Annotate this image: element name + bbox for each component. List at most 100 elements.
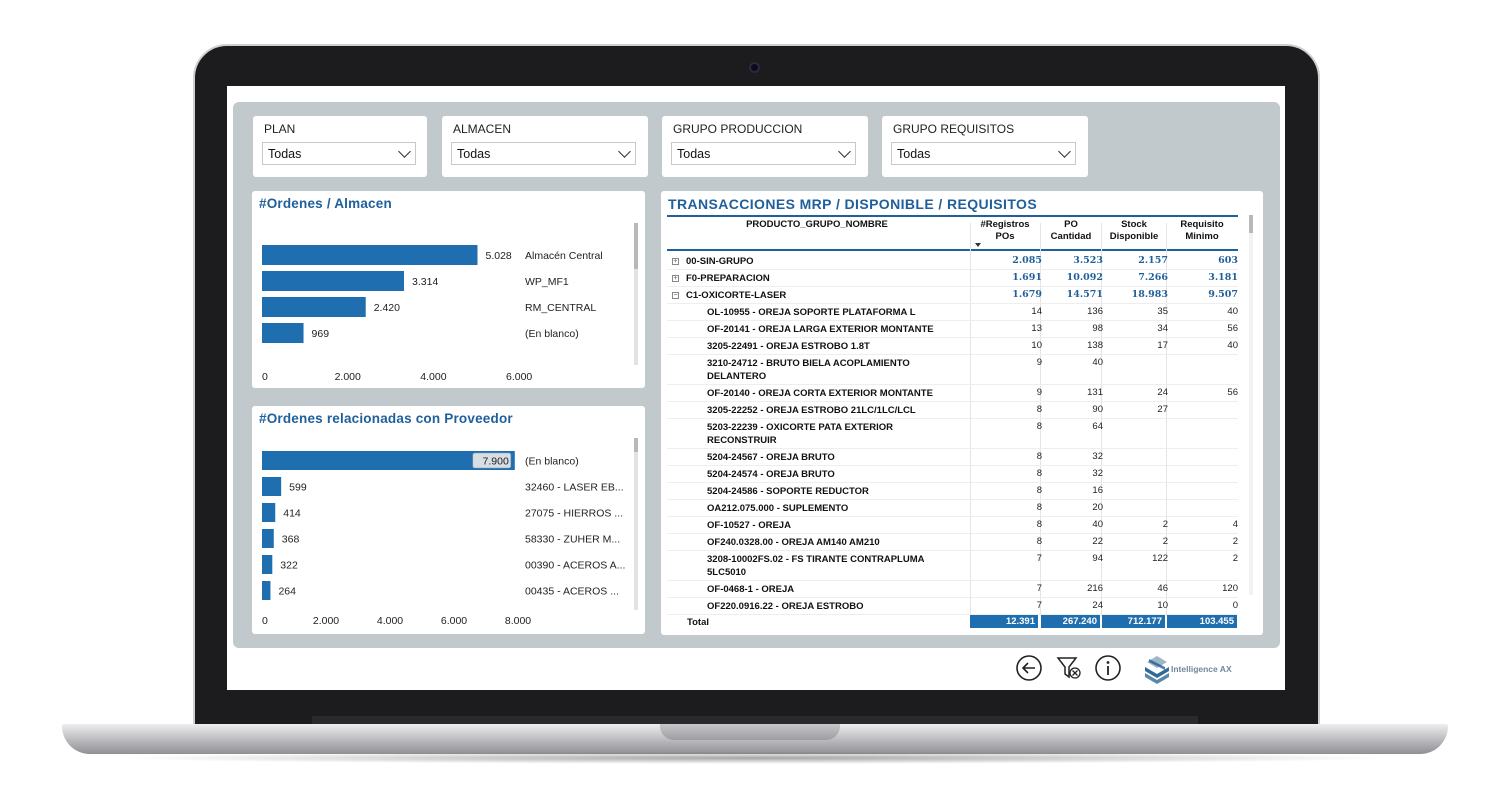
bar[interactable] (262, 451, 515, 470)
table-row[interactable]: 5204-24567 - OREJA BRUTO 8 32 (667, 449, 1238, 466)
scroll-thumb[interactable] (634, 223, 638, 269)
cell-value: 8 (1036, 451, 1042, 462)
table-row[interactable]: 5204-24574 - OREJA BRUTO 8 32 (667, 466, 1238, 483)
cell-value: 1.691 (1012, 272, 1042, 283)
info-circle-icon[interactable] (1094, 654, 1122, 682)
cell-value: 32 (1092, 468, 1103, 479)
slicer-almacen: ALMACEN Todas (442, 116, 648, 177)
row-name: 3210-24712 - BRUTO BIELA ACOPLAMIENTO DE… (707, 358, 910, 382)
cell-value: 16 (1092, 485, 1103, 496)
table-scrollbar[interactable] (1249, 215, 1253, 595)
bar[interactable] (262, 323, 304, 343)
header-label: Minimo (1185, 231, 1219, 242)
scroll-thumb[interactable] (634, 438, 638, 452)
filter-clear-icon[interactable] (1055, 654, 1083, 682)
dropdown-value: Todas (897, 147, 931, 161)
cell-value: 2.157 (1138, 255, 1168, 266)
table-row[interactable]: 3205-22252 - OREJA ESTROBO 21LC/1LC/LCL 8… (667, 402, 1238, 419)
cell-value: 7 (1036, 553, 1042, 564)
slicer-title: GRUPO REQUISITOS (893, 122, 1015, 136)
group-row[interactable]: − C1-OXICORTE-LASER 1.679 14.571 18.983 9.507 (667, 287, 1238, 304)
row-name: OF-20140 - OREJA CORTA EXTERIOR MONTANTE (707, 388, 933, 399)
table-row[interactable]: OF-20140 - OREJA CORTA EXTERIOR MONTANTE… (667, 385, 1238, 402)
cell-value: 40 (1092, 357, 1103, 368)
almacen-dropdown[interactable]: Todas (451, 142, 636, 165)
bar[interactable] (262, 503, 276, 522)
row-name: F0-PREPARACION (686, 273, 770, 284)
row-name: OF220.0916.22 - OREJA ESTROBO (707, 601, 864, 612)
slicer-grupo-produccion: GRUPO PRODUCCION Todas (662, 116, 868, 177)
bar[interactable] (262, 555, 273, 574)
cell-value: 1.679 (1012, 289, 1042, 300)
table-row[interactable]: OF240.0328.00 - OREJA AM140 AM210 8 22 2 2 (667, 534, 1238, 551)
bar[interactable] (262, 271, 405, 291)
table-row[interactable]: OA212.075.000 - SUPLEMENTO 8 20 (667, 500, 1238, 517)
expand-icon[interactable]: + (672, 275, 679, 282)
chart-title: #Ordenes relacionadas con Proveedor (259, 411, 513, 426)
scroll-thumb[interactable] (1249, 215, 1253, 233)
table-row[interactable]: OF-10527 - OREJA 8 40 2 4 (667, 517, 1238, 534)
tick-label: 0 (262, 615, 268, 627)
arrow-left-circle-icon[interactable] (1015, 654, 1043, 682)
bar[interactable] (262, 529, 274, 548)
bar[interactable] (262, 245, 478, 265)
cell-value: 120 (1222, 583, 1238, 594)
tick-label: 2.000 (335, 371, 361, 383)
collapse-icon[interactable]: − (672, 292, 679, 299)
table-row[interactable]: 3208-10002FS.02 - FS TIRANTE CONTRAPLUMA… (667, 551, 1238, 581)
table-row[interactable]: 3210-24712 - BRUTO BIELA ACOPLAMIENTO DE… (667, 355, 1238, 385)
title-rule (667, 215, 1238, 217)
header-requisito[interactable]: Requisito Minimo (1167, 219, 1237, 243)
bar[interactable] (262, 477, 282, 496)
category-label: 00390 - ACEROS A... (525, 560, 625, 572)
chart-scrollbar[interactable] (634, 223, 638, 365)
ordenes-proveedor-chart: #Ordenes relacionadas con Proveedor 7.90… (252, 406, 645, 634)
group-row[interactable]: + F0-PREPARACION 1.691 10.092 7.266 3.181 (667, 270, 1238, 287)
data-label: 2.420 (374, 302, 400, 314)
table-row[interactable]: OF-0468-1 - OREJA 7 216 46 120 (667, 581, 1238, 598)
tick-label: 8.000 (505, 615, 531, 627)
cell-value: 2.085 (1012, 255, 1042, 266)
category-label: 27075 - HIERROS ... (525, 508, 623, 520)
table-row[interactable]: 3205-22491 - OREJA ESTROBO 1.8T 10 138 17 40 (667, 338, 1238, 355)
grupo-produccion-dropdown[interactable]: Todas (671, 142, 856, 165)
table-row[interactable]: OF220.0916.22 - OREJA ESTROBO 7 24 10 0 (667, 598, 1238, 615)
cell-value: 2 (1232, 536, 1238, 547)
table-title: TRANSACCIONES MRP / DISPONIBLE / REQUISI… (668, 196, 1038, 212)
dropdown-value: Todas (268, 147, 302, 161)
data-label: 5.028 (485, 250, 511, 262)
cell-value: 14 (1031, 306, 1042, 317)
plan-dropdown[interactable]: Todas (262, 142, 416, 165)
cell-value: 27 (1157, 404, 1168, 415)
table-row[interactable]: 5203-22239 - OXICORTE PATA EXTERIOR RECO… (667, 419, 1238, 449)
total-registros: 12.391 (970, 615, 1038, 628)
header-po-cantidad[interactable]: PO Cantidad (1041, 219, 1101, 243)
header-label: Stock (1121, 219, 1147, 230)
header-producto[interactable]: PRODUCTO_GRUPO_NOMBRE (667, 219, 967, 231)
category-label: (En blanco) (525, 328, 579, 340)
header-label: #Registros (980, 219, 1030, 230)
row-name: 5204-24586 - SOPORTE REDUCTOR (707, 486, 869, 497)
header-registros[interactable]: #Registros POs (970, 219, 1040, 247)
chart-scrollbar[interactable] (634, 438, 638, 610)
table-row[interactable]: 5204-24586 - SOPORTE REDUCTOR 8 16 (667, 483, 1238, 500)
header-rule (667, 249, 1238, 251)
bar[interactable] (262, 297, 366, 317)
group-row[interactable]: +00-SIN-GRUPO 2.085 3.523 2.157 603 (667, 253, 1238, 270)
header-label: PO (1064, 219, 1078, 230)
table-row[interactable]: OL-10955 - OREJA SOPORTE PLATAFORMA L 14 1… (667, 304, 1238, 321)
table-row[interactable]: OF-20141 - OREJA LARGA EXTERIOR MONTANTE… (667, 321, 1238, 338)
grupo-requisitos-dropdown[interactable]: Todas (891, 142, 1076, 165)
header-stock[interactable]: Stock Disponible (1102, 219, 1166, 243)
category-label: 00435 - ACEROS ... (525, 586, 619, 598)
data-label: 414 (283, 508, 301, 520)
row-name: 3205-22491 - OREJA ESTROBO 1.8T (707, 341, 870, 352)
logo-text: Intelligence AX (1171, 664, 1232, 674)
sort-desc-icon[interactable] (975, 243, 981, 247)
cell-value: 131 (1087, 387, 1103, 398)
bar[interactable] (262, 581, 271, 600)
cell-value: 3.181 (1208, 272, 1238, 283)
col-divider (1166, 223, 1167, 616)
expand-icon[interactable]: + (672, 258, 679, 265)
cell-value: 8 (1036, 502, 1042, 513)
